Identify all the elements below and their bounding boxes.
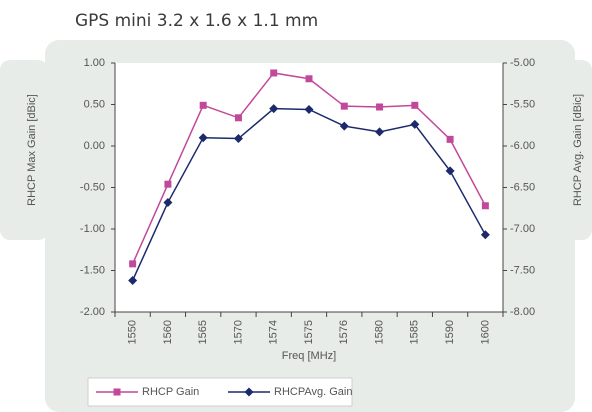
y2-tick-label: -8.00 — [510, 306, 535, 318]
x-tick-label: 1575 — [303, 320, 315, 344]
data-point — [163, 197, 173, 207]
data-point — [304, 104, 314, 114]
chart-title: GPS mini 3.2 x 1.6 x 1.1 mm — [75, 11, 318, 31]
y2-axis-label: RHCP Avg. Gain [dBic] — [572, 94, 584, 206]
data-point — [481, 202, 489, 210]
y2-tick-label: -5.00 — [510, 57, 535, 69]
y2-tick-label: -5.50 — [510, 98, 535, 110]
x-tick-label: 1570 — [232, 320, 244, 344]
data-point — [339, 121, 349, 131]
data-point — [233, 134, 243, 144]
legend-label: RHCPAvg. Gain — [274, 386, 352, 398]
y2-tick-label: -6.00 — [510, 140, 535, 152]
x-tick-label: 1576 — [338, 320, 350, 344]
legend-marker — [244, 387, 254, 397]
y-tick-label: -1.00 — [80, 223, 105, 235]
x-tick-label: 1590 — [444, 320, 456, 344]
y2-tick-label: -7.50 — [510, 264, 535, 276]
x-tick-label: 1600 — [479, 320, 491, 344]
plot-area — [115, 63, 503, 312]
data-point — [305, 75, 313, 83]
y-tick-label: -0.50 — [80, 181, 105, 193]
data-point — [164, 180, 172, 188]
x-axis-label: Freq [MHz] — [282, 350, 336, 362]
data-point — [376, 103, 384, 111]
x-tick-label: 1574 — [268, 320, 280, 344]
data-point — [340, 102, 348, 110]
data-point — [269, 104, 279, 114]
data-point — [234, 114, 242, 122]
y2-tick-label: -6.50 — [510, 181, 535, 193]
y-tick-label: 0.50 — [84, 98, 105, 110]
data-point — [270, 69, 278, 77]
left-tab — [0, 60, 48, 240]
data-point — [446, 135, 454, 143]
data-point — [129, 260, 137, 268]
data-point — [410, 119, 420, 129]
data-point — [375, 127, 385, 137]
y-tick-label: 1.00 — [84, 57, 105, 69]
y2-tick-label: -7.00 — [510, 223, 535, 235]
y-axis-label: RHCP Max Gain [dBic] — [26, 94, 38, 206]
x-tick-label: 1565 — [197, 320, 209, 344]
legend-marker — [113, 388, 121, 396]
x-tick-label: 1550 — [127, 320, 139, 344]
data-point — [198, 133, 208, 143]
legend-label: RHCP Gain — [142, 386, 199, 398]
y-tick-label: -2.00 — [80, 306, 105, 318]
data-point — [411, 101, 419, 109]
y-tick-label: -1.50 — [80, 264, 105, 276]
data-point — [480, 230, 490, 240]
right-tab — [544, 60, 592, 240]
x-tick-label: 1580 — [373, 320, 385, 344]
data-point — [445, 166, 455, 176]
x-tick-label: 1560 — [162, 320, 174, 344]
y-tick-label: 0.00 — [84, 140, 105, 152]
data-point — [128, 275, 138, 285]
x-tick-label: 1585 — [409, 320, 421, 344]
data-point — [199, 101, 207, 109]
